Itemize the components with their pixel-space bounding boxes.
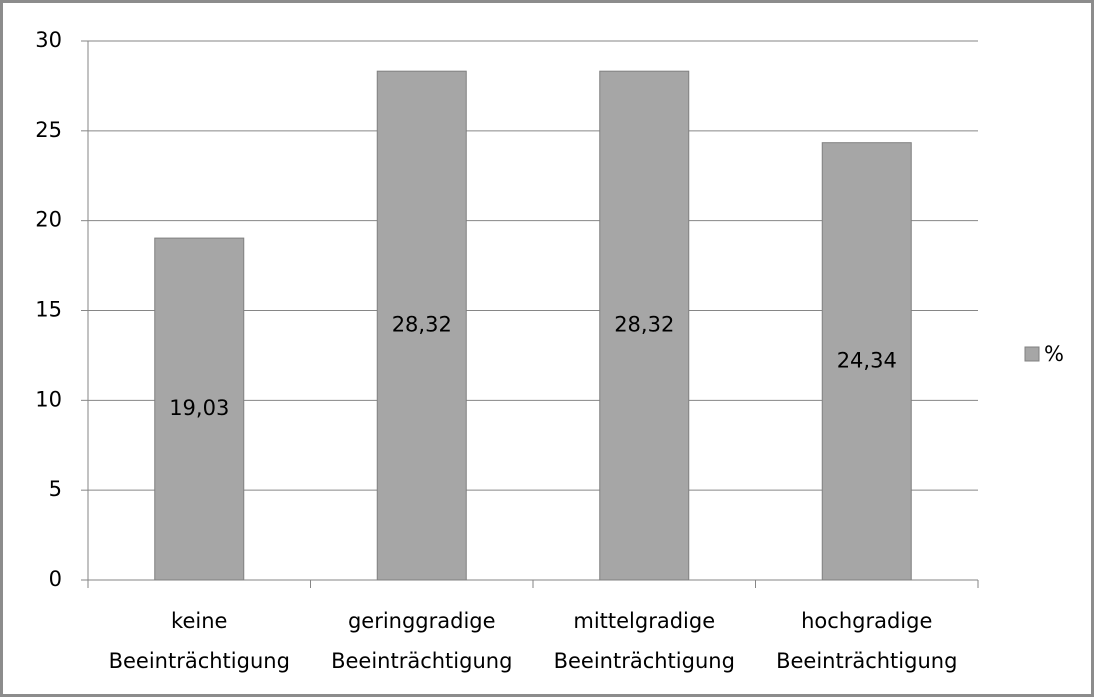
value-label: 24,34: [837, 348, 897, 372]
x-tick-label-line: Beeinträchtigung: [554, 649, 735, 673]
y-tick-label: 0: [49, 567, 62, 591]
value-label: 28,32: [392, 313, 452, 337]
value-label: 19,03: [169, 396, 229, 420]
bar: [154, 237, 245, 581]
x-tick-label: mittelgradige Beeinträchtigung: [554, 609, 735, 673]
legend-swatch: [1024, 346, 1040, 362]
x-tick-label-line: Beeinträchtigung: [776, 649, 957, 673]
legend-label: %: [1044, 342, 1064, 366]
x-tick-label: keine Beeinträchtigung: [109, 609, 290, 673]
value-label: 28,32: [614, 313, 674, 337]
y-tick-label: 25: [35, 118, 62, 142]
y-tick-label: 10: [35, 387, 62, 411]
bar: [821, 142, 912, 581]
y-tick-label: 5: [49, 477, 62, 501]
x-tick-label: hochgradige Beeinträchtigung: [776, 609, 957, 673]
bar: [599, 70, 690, 581]
x-tick-label-line: hochgradige: [801, 609, 932, 633]
y-tick-label: 20: [35, 208, 62, 232]
x-tick-label-line: keine: [171, 609, 227, 633]
x-tick-label-line: geringgradige: [348, 609, 496, 633]
y-tick-label: 30: [35, 28, 62, 52]
x-tick-label: geringgradige Beeinträchtigung: [331, 609, 512, 673]
x-tick-label-line: Beeinträchtigung: [109, 649, 290, 673]
bar: [376, 70, 467, 581]
x-tick-label-line: mittelgradige: [573, 609, 715, 633]
y-tick-label: 15: [35, 298, 62, 322]
x-tick-label-line: Beeinträchtigung: [331, 649, 512, 673]
